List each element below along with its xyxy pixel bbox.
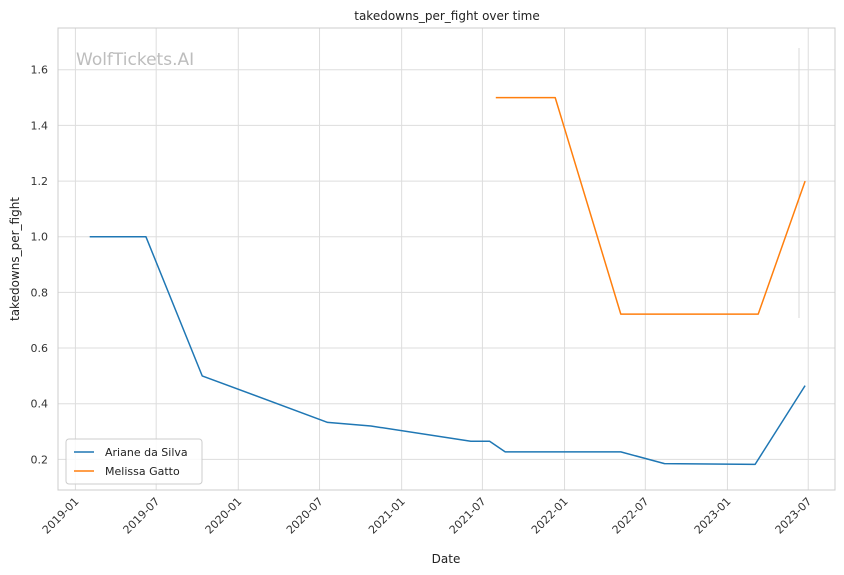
series-line-2 [495,96,806,315]
y-tick-label: 0.6 [31,342,49,355]
series-line-1 [89,235,806,466]
series-layer [89,96,806,466]
y-tick-label: 0.2 [31,453,49,466]
y-axis-label: takedowns_per_fight [8,197,22,321]
chart-title: takedowns_per_fight over time [354,9,540,23]
plot-frame [57,27,836,491]
y-axis-ticks: 0.2 0.4 0.6 0.8 1.0 1.2 1.4 1.6 [31,64,49,467]
y-tick-label: 0.8 [31,286,49,299]
legend-label: Ariane da Silva [105,446,188,459]
legend-box [65,438,203,485]
x-axis-label: Date [432,552,461,566]
y-tick-label: 1.2 [31,175,49,188]
y-tick-label: 1.4 [31,119,49,132]
y-tick-label: 1.0 [31,231,49,244]
watermark-text: WolfTickets.AI [76,50,194,70]
legend: Ariane da Silva Melissa Gatto [65,438,203,485]
legend-label: Melissa Gatto [105,465,180,478]
y-tick-label: 0.4 [31,398,49,411]
y-tick-label: 1.6 [31,64,49,77]
